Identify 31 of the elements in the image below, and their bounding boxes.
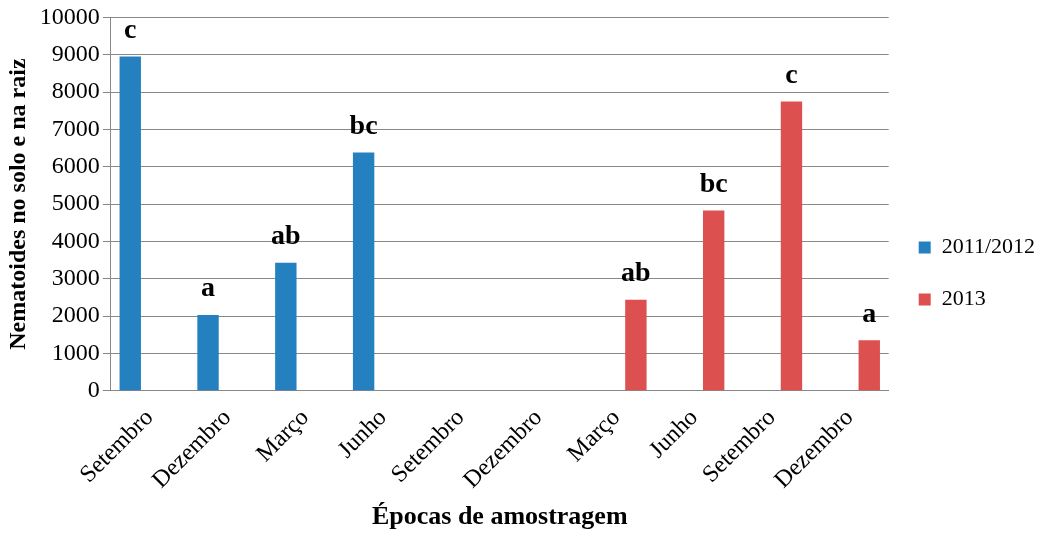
y-tick-label: 4000 (51, 226, 100, 253)
y-tick-label: 8000 (51, 77, 100, 104)
legend-label: 2013 (941, 285, 986, 311)
data-label: bc (349, 108, 378, 140)
y-tick-label: 7000 (51, 114, 100, 141)
y-tick-label: 10000 (39, 2, 100, 29)
bar (702, 210, 725, 391)
y-tick-label: 0 (87, 376, 100, 403)
y-tick-label: 2000 (51, 301, 100, 328)
data-label: c (124, 12, 137, 44)
legend-label: 2011/2012 (941, 233, 1035, 259)
bar (197, 314, 219, 391)
y-tick-label: 6000 (51, 152, 100, 179)
data-label: c (785, 57, 798, 89)
bar (352, 152, 375, 391)
bar (275, 262, 297, 391)
y-tick-label: 5000 (51, 189, 100, 216)
bar (119, 56, 141, 391)
y-axis-title: Nematoides no solo e na raiz (3, 58, 30, 350)
bar (625, 299, 647, 391)
data-label: a (862, 296, 877, 328)
y-tick-label: 3000 (51, 264, 100, 291)
data-label: a (201, 271, 216, 303)
bar (858, 340, 880, 391)
x-axis-title: Épocas de amostragem (371, 501, 628, 531)
bar (780, 101, 803, 391)
data-label: bc (699, 166, 728, 198)
data-label: ab (621, 255, 651, 287)
y-tick-label: 1000 (51, 338, 100, 365)
y-tick-label: 9000 (51, 40, 100, 67)
data-label: ab (271, 218, 301, 250)
